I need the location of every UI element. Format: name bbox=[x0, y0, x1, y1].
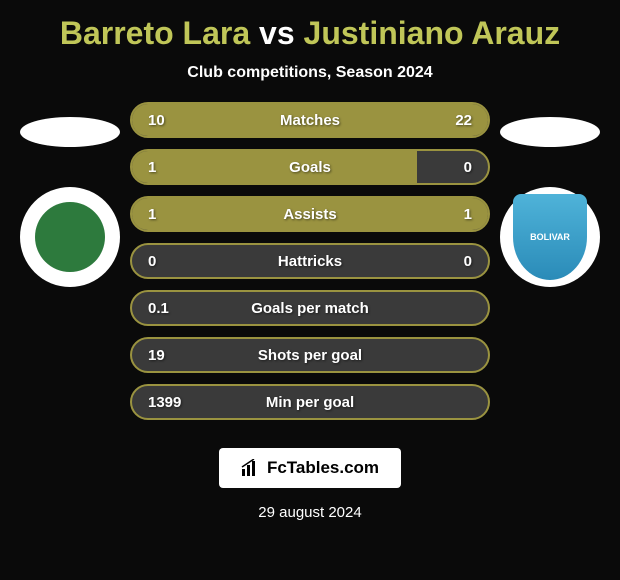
stat-value-left: 0 bbox=[148, 253, 156, 270]
footer-site: FcTables.com bbox=[267, 458, 379, 478]
stat-bar: 1 Assists 1 bbox=[130, 196, 490, 232]
page-title: Barreto Lara vs Justiniano Arauz bbox=[60, 15, 560, 52]
stat-bar: 1 Goals 0 bbox=[130, 149, 490, 185]
stat-label: Goals bbox=[289, 159, 331, 176]
left-oval-badge bbox=[20, 117, 120, 147]
right-column: BOLIVAR bbox=[490, 102, 610, 287]
stat-value-left: 1 bbox=[148, 206, 156, 223]
chart-icon bbox=[241, 459, 261, 477]
stat-bar: 0.1 Goals per match bbox=[130, 290, 490, 326]
stat-label: Min per goal bbox=[266, 394, 354, 411]
player1-name: Barreto Lara bbox=[60, 15, 250, 51]
stat-value-left: 0.1 bbox=[148, 300, 169, 317]
right-team-logo: BOLIVAR bbox=[500, 187, 600, 287]
stats-column: 10Matches221Goals01Assists10Hattricks00.… bbox=[130, 102, 490, 420]
left-column bbox=[10, 102, 130, 287]
stat-value-right: 0 bbox=[464, 159, 472, 176]
main-container: Barreto Lara vs Justiniano Arauz Club co… bbox=[0, 0, 620, 580]
stat-value-left: 10 bbox=[148, 112, 165, 129]
vs-text: vs bbox=[259, 15, 295, 51]
stat-value-left: 1399 bbox=[148, 394, 181, 411]
oriente-logo-icon bbox=[35, 202, 105, 272]
stat-label: Shots per goal bbox=[258, 347, 362, 364]
stat-bar: 19 Shots per goal bbox=[130, 337, 490, 373]
right-oval-badge bbox=[500, 117, 600, 147]
content-area: 10Matches221Goals01Assists10Hattricks00.… bbox=[10, 102, 610, 420]
bar-fill-left bbox=[132, 151, 417, 183]
stat-label: Hattricks bbox=[278, 253, 342, 270]
stat-label: Goals per match bbox=[251, 300, 369, 317]
stat-bar: 1399 Min per goal bbox=[130, 384, 490, 420]
stat-label: Assists bbox=[283, 206, 336, 223]
player2-name: Justiniano Arauz bbox=[304, 15, 561, 51]
left-team-logo bbox=[20, 187, 120, 287]
stat-value-right: 1 bbox=[464, 206, 472, 223]
stat-label: Matches bbox=[280, 112, 340, 129]
stat-value-right: 22 bbox=[455, 112, 472, 129]
stat-bar: 10 Matches 22 bbox=[130, 102, 490, 138]
stat-value-right: 0 bbox=[464, 253, 472, 270]
stat-bar: 0 Hattricks 0 bbox=[130, 243, 490, 279]
bolivar-logo-icon: BOLIVAR bbox=[513, 194, 587, 280]
subtitle: Club competitions, Season 2024 bbox=[187, 64, 432, 82]
stat-value-left: 19 bbox=[148, 347, 165, 364]
footer-badge[interactable]: FcTables.com bbox=[219, 448, 401, 488]
footer-date: 29 august 2024 bbox=[258, 504, 361, 521]
stat-value-left: 1 bbox=[148, 159, 156, 176]
bar-fill-right bbox=[310, 198, 488, 230]
